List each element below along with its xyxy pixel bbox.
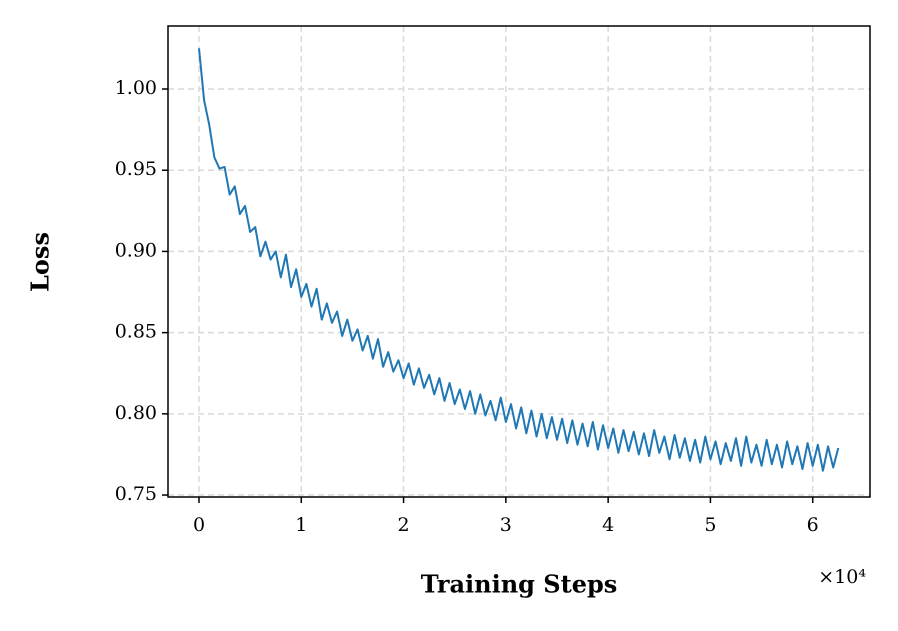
x-tick-label: 5: [704, 514, 716, 536]
y-tick-label: 0.80: [115, 402, 157, 424]
x-tick-label: 4: [602, 514, 614, 536]
x-tick-label: 3: [500, 514, 512, 536]
y-tick-label: 0.95: [115, 158, 157, 180]
x-tick-label: 1: [295, 514, 307, 536]
x-tick-label: 0: [193, 514, 205, 536]
y-tick-label: 0.85: [115, 321, 157, 343]
y-axis-label: Loss: [26, 232, 55, 292]
x-tick-label: 6: [807, 514, 819, 536]
x-offset-label: ×10⁴: [818, 566, 866, 588]
x-axis-label: Training Steps: [421, 570, 618, 599]
y-tick-label: 0.90: [115, 239, 157, 261]
x-tick-label: 2: [398, 514, 410, 536]
y-tick-label: 1.00: [115, 77, 157, 99]
loss-line: [197, 48, 840, 472]
y-tick-label: 0.75: [115, 483, 157, 505]
plot-frame: [167, 25, 871, 498]
